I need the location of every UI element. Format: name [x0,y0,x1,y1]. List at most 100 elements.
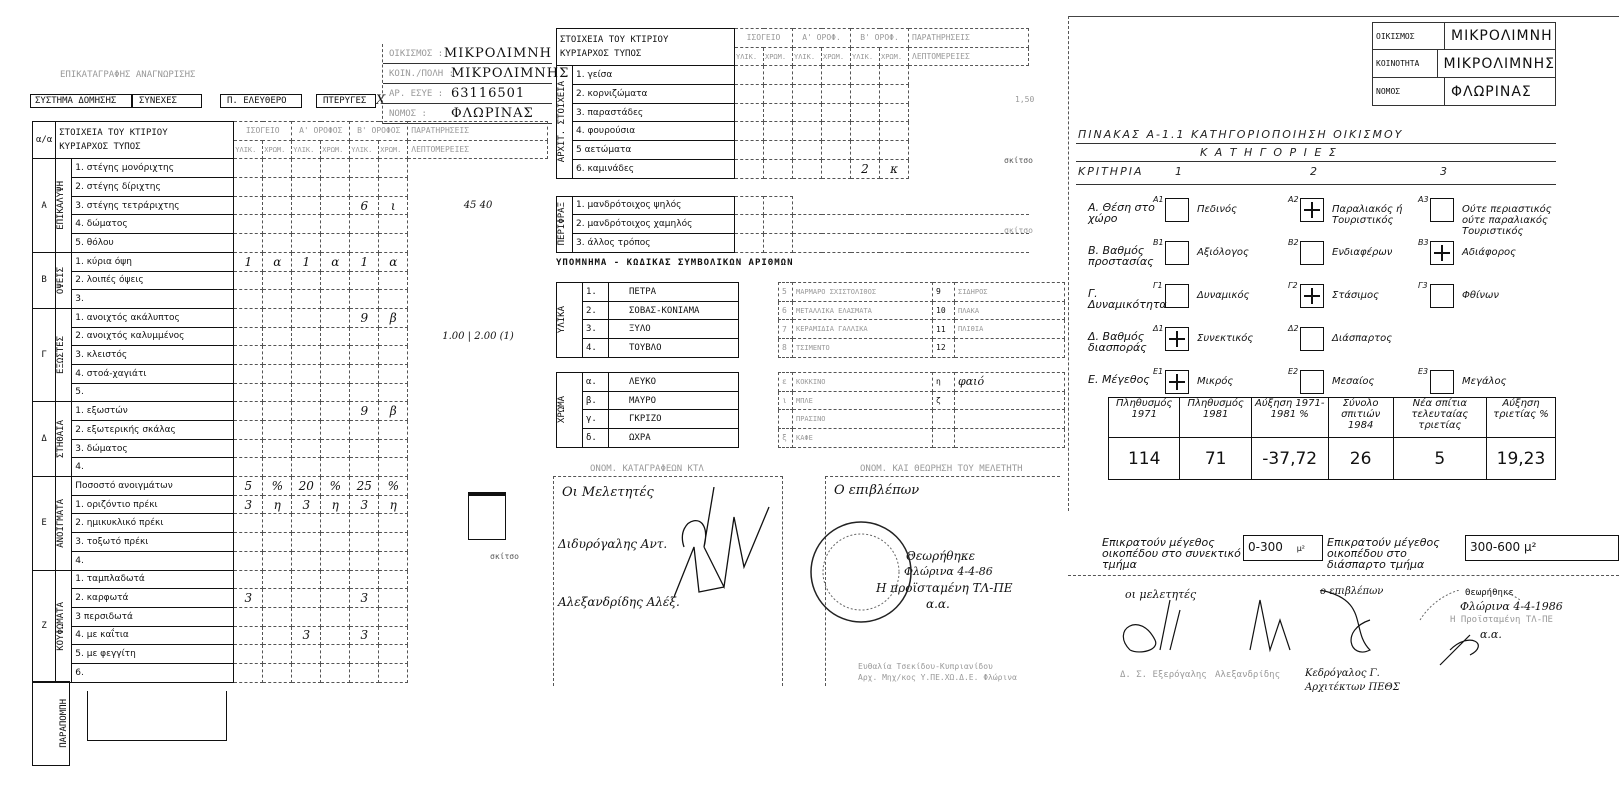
info-value: ΜΙΚΡΟΛΙΜΝΗ [1451,28,1553,44]
checked-box-icon[interactable] [1430,241,1454,265]
checkbox-icon[interactable] [1430,198,1454,222]
table-row: 4. φουρούσια [557,121,1029,142]
header-building-elements: ΣΤΟΙΧΕΙΑ ΤΟΥ ΚΤΙΡΙΟΥ ΚΥΡΙΑΡΧΟΣ ΤΥΠΟΣ [55,120,235,160]
row-value: α [320,251,351,272]
checked-box-icon[interactable] [1165,327,1189,351]
row-value [378,158,409,179]
row-value [291,270,322,291]
row-value [291,457,322,478]
row-value [320,195,351,216]
header-sub: ΥΛΙΚ. [349,139,380,160]
row-value [320,214,351,235]
row-value: α [378,251,409,272]
row-value [262,270,293,291]
row-value [291,644,322,664]
plot-size-dispersed-label: Επικρατούν μέγεθος οικοπέδου στο διάσπαρ… [1327,536,1440,571]
row-remarks [408,215,548,234]
checked-box-icon[interactable] [1300,198,1324,222]
option-continuous[interactable]: ΣΥΝΕΧΕΣ [132,94,202,108]
checkbox-icon[interactable] [1430,284,1454,308]
row-value [821,158,851,179]
row-value: η [262,494,293,515]
row-value [262,195,293,216]
row-label: 2. ημικυκλικό πρέκι [71,513,235,534]
row-label: 1. ταμπλαδωτά [71,569,235,590]
population-header: Πληθυσμός 1971 [1107,397,1181,438]
row-remarks [408,271,548,290]
option-label: Παραλιακός ή Τουριστικός [1332,204,1403,226]
row-value [734,232,764,253]
sig-name: Κεδρόγαλος Γ. [1305,668,1380,679]
row-value: 20 [291,476,322,496]
header-sub: ΥΛΙΚ. [233,139,264,160]
header-sub: ΥΛΙΚ. [850,46,880,67]
option-code: Γ2 [1288,281,1298,290]
plot-size-dispersed-value: 300-600 μ² [1465,535,1619,561]
checkbox-icon[interactable] [1165,284,1189,308]
group-letter: Γ [31,307,57,403]
checkbox-icon[interactable] [1300,370,1324,394]
row-value: 25 [349,476,380,496]
checkbox-icon[interactable] [1300,327,1324,351]
option-wings[interactable]: ΠΤΕΡΥΓΕΣ [316,94,376,108]
legend-title: ΥΠΟΜΝΗΜΑ - ΚΩΔΙΚΑΣ ΣΥΜΒΟΛΙΚΩΝ ΑΡΙΘΜΩΝ [556,258,794,268]
row-value [378,513,409,534]
row-value: η [320,494,351,515]
row-value [378,532,409,552]
checkbox-icon[interactable] [1430,370,1454,394]
option-label: Διάσπαρτος [1332,333,1393,344]
row-value [349,345,380,365]
row-label: 3 περσιδωτά [71,606,235,627]
row-value [850,121,880,142]
door-sketch-icon [468,492,506,540]
row-remarks [408,551,548,570]
row-value [291,401,322,421]
row-value [349,644,380,664]
row-value [320,569,351,590]
checkbox-icon[interactable] [1300,241,1324,265]
row-value [349,158,380,179]
population-value-row: 114 71 -37,72 26 5 19,23 [1107,437,1557,480]
option-free[interactable]: Π. ΕΛΕΥΘΕΡΟ [220,94,302,108]
legend-table: ΧΡΩΜΑ α. ΛΕΥΚΟ ε ΚΟΚΚΙΝΟ η φαιό β. ΜΑΥΡΟ ι ΜΠΛΕ ζ γ.… [556,372,1065,448]
row-value [233,532,264,552]
checked-box-icon[interactable] [1165,370,1189,394]
legend-row: 2. ΣΟΒΑΣ-ΚΟΝΙΑΜΑ 6 ΜΕΤΑΛΛΙΚΑ ΕΛΑΣΜΑΤΑ 10 ΠΛΑΚ… [557,300,1065,321]
table-row: 2. εξωτερικής σκάλας [33,420,548,440]
sig-right-line: Φλώρινα 4-4-86 [904,565,993,578]
sig-line: οι μελετητές [1125,588,1197,601]
row-value [262,158,293,179]
row-label: 4. φουρούσια [572,121,735,142]
row-value [320,233,351,253]
legend-value: ΠΡΑΣΙΝΟ [792,409,933,430]
sig-line: Η Προϊσταμένη ΤΛ-ΠΕ [1450,615,1553,625]
checkbox-icon[interactable] [1165,198,1189,222]
legend-table: ΥΛΙΚΑ 1. ΠΕΤΡΑ 5 ΜΑΡΜΑΡΟ ΣΧΙΣΤΟΛΙΘΟΣ 9 ΣΙΔΗΡΟΣ… [556,282,1065,358]
row-remarks [408,458,548,477]
row-value [763,102,793,123]
construction-system-row: ΣΥΣΤΗΜΑ ΔΟΜΗΣΗΣ ΣΥΝΕΧΕΣ Π. ΕΛΕΥΘΕΡΟ ΠΤΕΡ… [30,94,385,108]
checked-box-icon[interactable] [1300,284,1324,308]
header-sub: ΧΡΩΜ. [763,46,793,67]
row-label: 3. δώματος [71,438,235,459]
left-building-table: α/α ΣΤΟΙΧΕΙΑ ΤΟΥ ΚΤΙΡΙΟΥ ΚΥΡΙΑΡΧΟΣ ΤΥΠΟΣ ΙΣ… [31,120,549,766]
middle-sketch-label: σκίτσο [1004,156,1033,165]
legend-code: 10 [932,300,955,321]
row-value [233,513,264,534]
table-header-row: ΥΛΙΚ. ΧΡΩΜ. ΥΛΙΚ. ΧΡΩΜ. ΥΛΙΚ. ΧΡΩΜ. ΛΕΠΤΟΜΕΡΕΙ… [557,46,1029,67]
row-value [262,401,293,421]
row-value [262,606,293,627]
legend-value [954,390,1065,411]
row-value [262,214,293,235]
sig-left-line: Διδυρόγαλης Αντ. [558,537,668,551]
criterion-name: Δ. Βαθμός διασποράς [1088,330,1147,354]
row-value [320,177,351,197]
table-header-row: ΣΤΟΙΧΕΙΑ ΤΟΥ ΚΤΙΡΙΟΥ ΚΥΡΙΑΡΧΟΣ ΤΥΠΟΣ ΙΣΟΓΕ… [556,27,1029,67]
row-value [291,307,322,328]
sig-name: Δ. Σ. Εξερόγαλης [1120,670,1207,680]
row-value [349,214,380,235]
checkbox-icon[interactable] [1165,241,1189,265]
row-value [349,233,380,253]
sig-left-line: Αλεξανδρίδης Αλέξ. [558,595,680,609]
option-code: Γ3 [1418,281,1428,290]
